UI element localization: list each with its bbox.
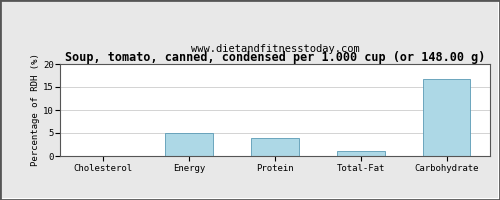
Bar [252, 138, 298, 156]
Bar [338, 151, 384, 156]
Y-axis label: Percentage of RDH (%): Percentage of RDH (%) [31, 54, 40, 166]
Title: Soup, tomato, canned, condensed per 1.000 cup (or 148.00 g): Soup, tomato, canned, condensed per 1.00… [65, 51, 485, 64]
Bar [166, 133, 212, 156]
Text: www.dietandfitnesstoday.com: www.dietandfitnesstoday.com [190, 44, 360, 54]
Bar [423, 79, 470, 156]
